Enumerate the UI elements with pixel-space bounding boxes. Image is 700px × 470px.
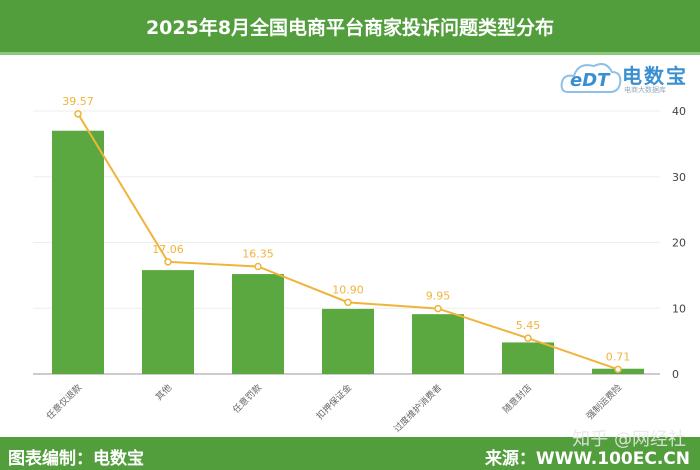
x-tick-label: 过度维护消费者: [391, 382, 444, 435]
line-point: [434, 304, 442, 313]
x-tick-label: 任意罚款: [230, 382, 264, 416]
bar: [412, 314, 464, 374]
y-tick-label: 40: [672, 105, 686, 118]
x-tick-label: 任意仅退款: [44, 382, 84, 422]
line-point: [254, 262, 262, 271]
data-label: 17.06: [152, 243, 184, 256]
bar: [502, 342, 554, 374]
y-tick-label: 20: [672, 237, 686, 250]
bar: [142, 270, 194, 374]
footer-credit: 图表编制：电数宝: [8, 449, 144, 469]
data-label: 39.57: [62, 95, 94, 108]
footer-source: 来源：WWW.100EC.CN: [484, 449, 690, 469]
logo-text: 电数宝: [622, 64, 688, 88]
data-label: 16.35: [242, 247, 274, 260]
cloud-icon: [560, 63, 622, 93]
y-tick-label: 30: [672, 171, 686, 184]
data-label: 9.95: [426, 290, 451, 303]
line-point: [74, 110, 82, 118]
chart-title-bar: 2025年8月全国电商平台商家投诉问题类型分布: [0, 0, 700, 55]
chart: 0 10 20 30 40 任意仅退款 其他 任意罚款 扣押保证金 过度维护消费者 随意封店 强制运费…: [33, 95, 686, 435]
bar: [322, 308, 374, 374]
chart-title: 2025年8月全国电商平台商家投诉问题类型分布: [145, 16, 555, 39]
footer: 图表编制：电数宝 来源：WWW.100EC.CN: [0, 437, 700, 470]
data-label: 10.90: [332, 283, 364, 296]
y-tick-label: 10: [672, 302, 686, 315]
data-label: 0.71: [606, 350, 631, 363]
x-tick-label: 强制运费险: [584, 382, 624, 422]
x-tick-label: 随意封店: [500, 382, 534, 416]
line-point: [344, 298, 352, 307]
bar: [52, 130, 104, 374]
logo-latin: eDT: [570, 70, 610, 91]
logo: eDT 电数宝 电商大数据库: [560, 58, 700, 98]
x-tick-label: 扣押保证金: [314, 382, 354, 422]
y-tick-label: 0: [672, 368, 679, 381]
logo-subtitle: 电商大数据库: [624, 86, 666, 94]
line-point: [614, 365, 622, 374]
watermark: 知乎 @网经社: [572, 429, 686, 450]
line-point: [524, 334, 532, 342]
line-point: [164, 258, 172, 266]
data-label: 5.45: [516, 319, 541, 332]
bar: [232, 274, 284, 374]
x-tick-label: 其他: [153, 382, 174, 403]
